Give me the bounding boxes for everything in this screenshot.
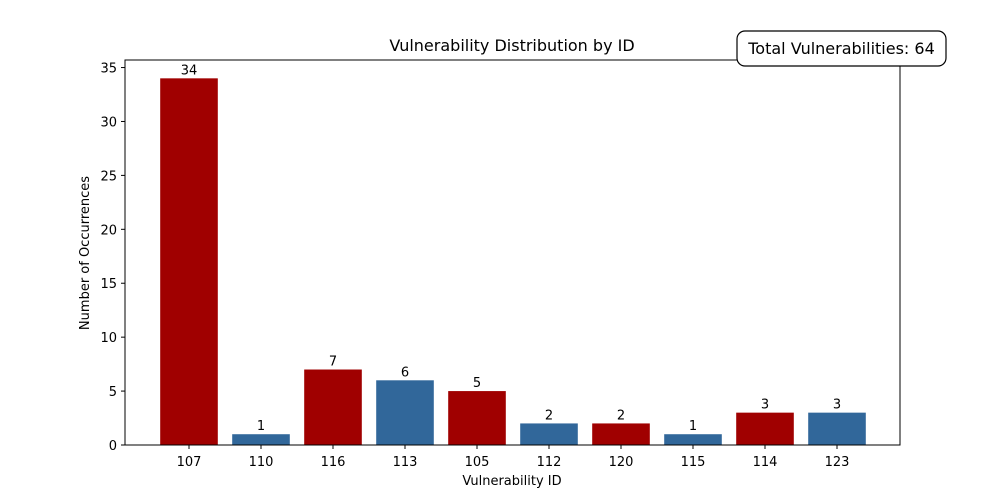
y-tick-label-10: 10 (100, 331, 117, 346)
y-tick-label-25: 25 (100, 169, 117, 184)
bar-107 (160, 78, 218, 445)
x-tick-label-114: 114 (753, 455, 778, 470)
x-tick-label-116: 116 (321, 455, 346, 470)
bar-112 (520, 423, 578, 445)
value-label-112: 2 (545, 408, 553, 423)
bars-layer (160, 78, 866, 445)
x-tick-label-112: 112 (537, 455, 562, 470)
x-tick-label-110: 110 (249, 455, 274, 470)
bar-114 (736, 412, 794, 445)
value-label-107: 34 (181, 63, 198, 78)
annotation-text: Total Vulnerabilities: 64 (747, 39, 935, 58)
bar-123 (808, 412, 866, 445)
bar-116 (304, 369, 362, 445)
value-label-115: 1 (689, 419, 697, 434)
value-label-110: 1 (257, 419, 265, 434)
bar-105 (448, 391, 506, 445)
x-axis-label: Vulnerability ID (462, 474, 561, 489)
x-tick-label-123: 123 (825, 455, 850, 470)
bar-113 (376, 380, 434, 445)
y-tick-label-35: 35 (100, 62, 117, 77)
plot-frame (124, 59, 901, 446)
value-label-116: 7 (329, 355, 337, 370)
bar-115 (664, 434, 722, 445)
x-tick-label-107: 107 (177, 455, 202, 470)
value-label-114: 3 (761, 398, 769, 413)
bar-120 (592, 423, 650, 445)
y-tick-label-0: 0 (109, 439, 117, 454)
y-tick-label-15: 15 (100, 277, 117, 292)
ticks-layer: 107 110 116 113 105 112 120 115 114 1230510152025… (100, 62, 849, 470)
x-tick-label-113: 113 (393, 455, 418, 470)
bar-110 (232, 434, 290, 445)
y-axis-label: Number of Occurrences (78, 176, 93, 330)
chart-title: Vulnerability Distribution by ID (389, 36, 634, 55)
value-label-105: 5 (473, 376, 481, 391)
total-vulnerabilities-annotation: Total Vulnerabilities: 64 (736, 30, 947, 67)
x-tick-label-115: 115 (681, 455, 706, 470)
x-tick-label-120: 120 (609, 455, 634, 470)
value-label-120: 2 (617, 408, 625, 423)
y-tick-label-20: 20 (100, 223, 117, 238)
annotation-box-frame (736, 30, 947, 67)
y-tick-label-5: 5 (109, 385, 117, 400)
y-tick-label-30: 30 (100, 115, 117, 130)
value-label-113: 6 (401, 365, 409, 380)
value-labels-layer: 34 1 7 6 5 2 2 1 3 3 (181, 63, 841, 434)
value-label-123: 3 (833, 398, 841, 413)
x-tick-label-105: 105 (465, 455, 490, 470)
